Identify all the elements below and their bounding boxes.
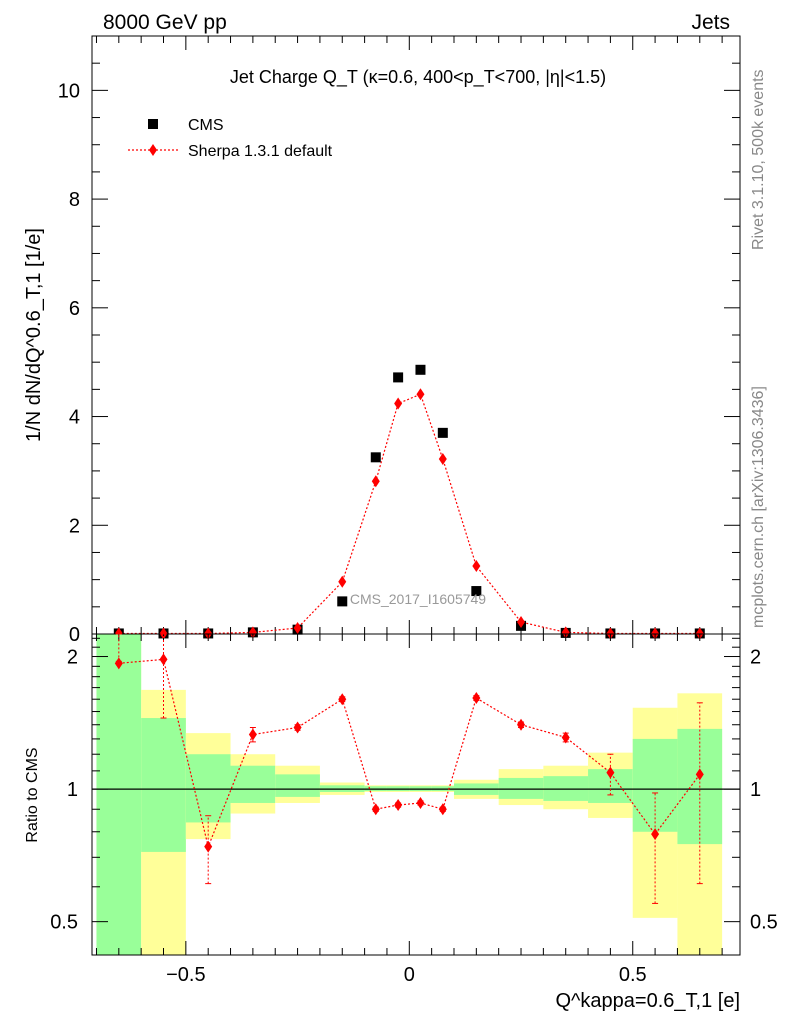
- ratio-y-tick-label-right: 1: [750, 779, 761, 801]
- ratio-sherpa-point: [114, 657, 123, 670]
- side-text-top: Rivet 3.1.10, 500k events: [750, 69, 767, 250]
- ratio-band-inner: [275, 774, 320, 797]
- sherpa-point: [651, 627, 660, 640]
- legend-marker-cms: [148, 119, 158, 129]
- ratio-y-tick-label-right: 2: [750, 647, 761, 669]
- ratio-panel: −0.5 0 0.5 0.5 0.5 1 1 2 2: [50, 633, 778, 986]
- main-y-tick-label: 2: [69, 515, 80, 537]
- ratio-sherpa-point: [394, 799, 403, 812]
- main-y-tick-label: 10: [58, 80, 80, 102]
- sherpa-point: [159, 627, 168, 640]
- main-y-tick-label: 0: [69, 624, 80, 646]
- sherpa-point: [248, 626, 257, 639]
- sherpa-point: [204, 627, 213, 640]
- main-y-tick-label: 6: [69, 298, 80, 320]
- ratio-sherpa-point: [472, 692, 481, 705]
- ratio-x-tick-label: 0.5: [619, 964, 647, 986]
- legend-label-sherpa: Sherpa 1.3.1 default: [188, 143, 333, 160]
- sherpa-point: [394, 397, 403, 410]
- ratio-band-inner: [632, 738, 678, 832]
- sherpa-point: [606, 627, 615, 640]
- ratio-sherpa-point: [606, 766, 615, 779]
- cms-point: [437, 427, 448, 438]
- ratio-y-tick-label: 2: [67, 647, 78, 669]
- ratio-sherpa-point: [695, 768, 704, 781]
- ratio-y-tick-label: 0.5: [50, 912, 78, 934]
- header-right: Jets: [691, 11, 730, 34]
- ratio-y-tick-label-right: 0.5: [750, 912, 778, 934]
- ratio-x-tick-label: −0.5: [166, 964, 205, 986]
- watermark: CMS_2017_I1605749: [350, 591, 486, 607]
- ratio-sherpa-point: [416, 796, 425, 809]
- ratio-x-tick-label: 0: [404, 964, 415, 986]
- sherpa-point: [438, 452, 447, 465]
- ratio-sherpa-line: [118, 658, 701, 849]
- ratio-sherpa-point: [159, 653, 168, 666]
- main-y-tick-label: 8: [69, 189, 80, 211]
- sherpa-point: [561, 626, 570, 639]
- sherpa-point: [416, 388, 425, 401]
- ratio-xlabel: Q^kappa=0.6_T,1 [e]: [555, 990, 740, 1012]
- cms-point: [337, 596, 348, 607]
- cms-point: [393, 372, 404, 383]
- sherpa-point: [371, 475, 380, 488]
- cms-point: [471, 586, 482, 597]
- ratio-frame: [91, 633, 741, 956]
- sherpa-point: [338, 575, 347, 588]
- ratio-band-inner: [230, 765, 276, 803]
- ratio-sherpa-point: [204, 840, 213, 853]
- main-panel: 0 2 4 6 8 10: [58, 35, 741, 646]
- header-left: 8000 GeV pp: [103, 11, 227, 34]
- ratio-sherpa-point: [517, 718, 526, 731]
- legend-label-cms: CMS: [188, 117, 224, 134]
- cms-point: [370, 452, 381, 463]
- ratio-sherpa-point: [293, 721, 302, 734]
- ratio-band-inner: [141, 718, 186, 852]
- sherpa-point: [472, 560, 481, 573]
- main-ylabel: 1/N dN/dQ^0.6_T,1 [1/e]: [23, 228, 45, 442]
- side-text-bottom: mcplots.cern.ch [arXiv:1306.3436]: [750, 386, 767, 628]
- cms-point: [415, 364, 426, 375]
- ratio-sherpa-point: [561, 731, 570, 744]
- legend: CMS Sherpa 1.3.1 default: [128, 117, 333, 160]
- sherpa-point: [517, 616, 526, 629]
- ratio-band-inner: [96, 634, 142, 955]
- ratio-sherpa-point: [651, 828, 660, 841]
- ratio-band-inner: [185, 754, 231, 823]
- sherpa-point: [293, 622, 302, 635]
- ratio-ylabel: Ratio to CMS: [24, 747, 41, 842]
- ratio-band-inner: [498, 777, 544, 799]
- ratio-sherpa-point: [248, 728, 257, 741]
- ratio-sherpa-point: [438, 803, 447, 816]
- main-title: Jet Charge Q_T (κ=0.6, 400<p_T<700, |η|<…: [230, 67, 606, 88]
- legend-marker-sherpa: [149, 144, 157, 156]
- sherpa-point: [695, 627, 704, 640]
- ratio-sherpa-point: [338, 693, 347, 706]
- main-y-tick-label: 4: [69, 407, 80, 429]
- ratio-sherpa-point: [371, 803, 380, 816]
- ratio-y-tick-label: 1: [67, 779, 78, 801]
